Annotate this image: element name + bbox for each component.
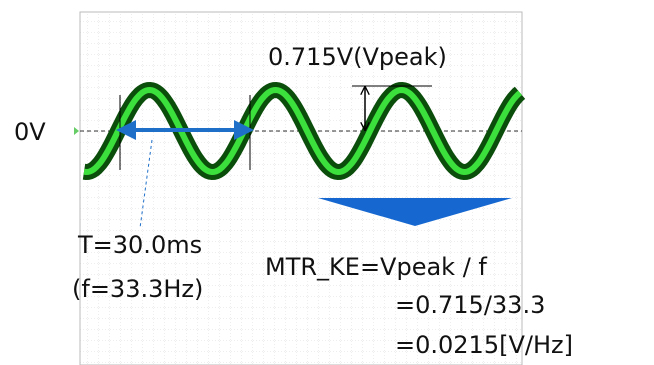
zero-label: 0V — [14, 118, 46, 146]
peak-label: 0.715V(Vpeak) — [268, 43, 447, 71]
period-label: T=30.0ms — [77, 231, 202, 259]
formula-line: =0.0215[V/Hz] — [395, 331, 573, 359]
scene: 0.715V(Vpeak) 0V T=30.0ms (f=33.3Hz) MTR… — [0, 0, 654, 365]
formula-line: MTR_KE=Vpeak / f — [265, 253, 487, 281]
formula-line: =0.715/33.3 — [395, 291, 545, 319]
frequency-label: (f=33.3Hz) — [72, 275, 203, 303]
